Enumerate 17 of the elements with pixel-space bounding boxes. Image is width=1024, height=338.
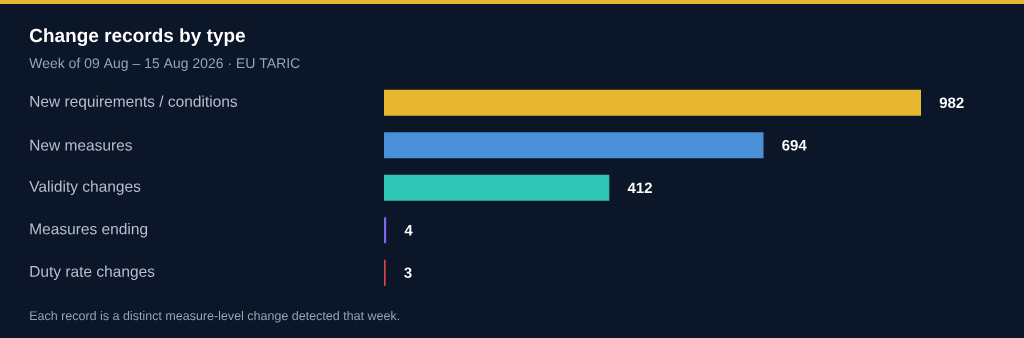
y-tick-label: New measures [30, 139, 132, 151]
y-tick-label: Duty rate changes [30, 265, 155, 280]
data-label: 412 [627, 182, 652, 193]
data-label: 4 [404, 225, 413, 236]
data-label: 982 [939, 97, 964, 109]
bar [384, 217, 387, 244]
y-tick-label: New requirements / conditions [30, 95, 238, 110]
data-label: 694 [782, 139, 807, 151]
y-tick-label: Validity changes [29, 180, 141, 195]
bar [384, 132, 764, 159]
text: Each record is a distinct measure-level change detected that week. [30, 310, 400, 323]
text: Change records by type [29, 28, 245, 47]
text: Week of 09 Aug – 15 Aug 2026 · EU TARIC [29, 57, 300, 71]
y-tick-label: Measures ending [30, 223, 148, 238]
bar [384, 174, 610, 201]
data-label: 3 [404, 267, 412, 279]
bar [384, 89, 922, 116]
